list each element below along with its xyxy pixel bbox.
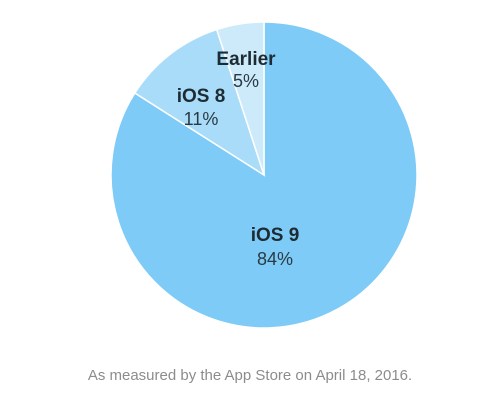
- slice-value-label: 5%: [233, 71, 259, 91]
- pie-slices: [110, 21, 418, 329]
- slice-label: iOS 9: [251, 225, 300, 246]
- pie-slice-earlier: [215, 21, 265, 176]
- slice-label: iOS 8: [177, 86, 226, 107]
- chart-caption: As measured by the App Store on April 18…: [87, 367, 413, 384]
- pie-slice-ios-8: [133, 28, 266, 177]
- slice-value-label: 11%: [184, 109, 219, 129]
- slice-label: Earlier: [216, 49, 276, 70]
- slice-value-label: 84%: [257, 249, 293, 269]
